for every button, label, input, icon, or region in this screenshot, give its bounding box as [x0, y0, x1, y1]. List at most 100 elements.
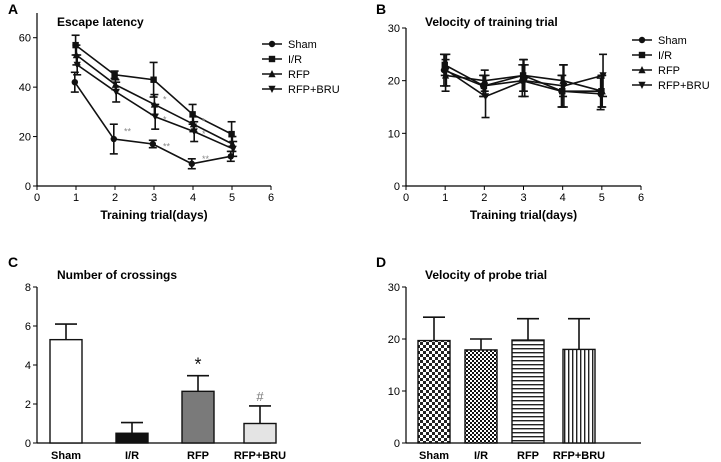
legend-label: Sham [658, 35, 687, 47]
panel-b: B Velocity of training trial 0 10 20 30 0 1 2 3 4 5… [376, 1, 710, 222]
legend-item-rfp-bru: RFP+BRU [262, 84, 340, 96]
x-tick-label: 6 [268, 192, 274, 204]
data-point [149, 140, 156, 148]
x-tick-label: 3 [151, 192, 157, 204]
chart-title: Velocity of probe trial [425, 268, 547, 282]
significance-mark: ** [124, 127, 132, 137]
bar [562, 348, 596, 444]
legend-item-rfp: RFP [262, 69, 310, 81]
legend-marker [638, 81, 646, 89]
y-tick-label: 40 [19, 82, 31, 94]
y-tick-label: 30 [388, 23, 400, 35]
bar [49, 338, 83, 444]
x-tick-label: 0 [34, 192, 40, 204]
panel-a: A Escape latency 0 20 40 60 0 1 2 3 4 5 6 Training tr… [8, 1, 340, 222]
x-tick-label: 2 [112, 192, 118, 204]
bar-group-i-r: I/R [464, 338, 498, 462]
data-point [521, 77, 529, 85]
bar-group-rfp-bru: RFP+BRU [553, 317, 605, 462]
bar-group-rfp: RFP [511, 317, 545, 462]
bar [115, 432, 149, 444]
series-rfp-bru [73, 54, 238, 158]
significance-mark: # [256, 389, 264, 404]
y-tick-label: 0 [25, 181, 31, 193]
x-axis-label: Training trial(days) [470, 208, 577, 222]
bar [417, 339, 451, 444]
x-tick-label: 1 [442, 192, 448, 204]
legend-marker [638, 66, 646, 74]
data-point [190, 128, 198, 136]
bar [464, 349, 498, 444]
y-tick-label: 20 [19, 132, 31, 144]
x-axis-label: Training trial(days) [100, 208, 207, 222]
significance-mark: * [202, 117, 206, 127]
legend-label: Sham [288, 39, 317, 51]
y-tick-label: 30 [388, 282, 400, 294]
legend: Sham I/R RFP RFP+BRU [262, 39, 340, 96]
panel-d: D Velocity of probe trial 0 10 20 30 Sham I/R RF… [376, 254, 641, 462]
series-sham [70, 71, 235, 170]
data-point [110, 135, 118, 143]
bar-group-sham: Sham [417, 316, 451, 462]
data-point [442, 66, 450, 75]
y-tick-label: 20 [388, 334, 400, 346]
bar-group-rfp-bru: RFP+BRU [234, 405, 286, 462]
category-label: I/R [125, 450, 139, 462]
legend-marker [268, 70, 276, 78]
data-point [112, 88, 120, 97]
legend-marker [268, 40, 276, 48]
x-tick-label: 1 [73, 192, 79, 204]
legend-label: RFP+BRU [288, 84, 340, 96]
category-label: Sham [419, 450, 449, 462]
y-tick-label: 0 [394, 181, 400, 193]
data-point [441, 71, 450, 79]
x-tick-label: 3 [520, 192, 526, 204]
significance-mark: * [163, 114, 167, 124]
data-point [229, 145, 237, 153]
panel-letter: D [376, 254, 386, 270]
legend-item-i-r: I/R [632, 50, 672, 62]
bar-group-sham: Sham [49, 323, 83, 462]
panel-letter: A [8, 1, 18, 17]
legend-label: RFP [288, 69, 310, 81]
data-point [560, 82, 568, 90]
legend-marker [268, 85, 276, 93]
data-point [441, 61, 448, 69]
x-tick-label: 4 [560, 192, 566, 204]
bar-group-rfp: RFP [181, 374, 215, 462]
y-tick-label: 2 [25, 399, 31, 411]
data-point [151, 113, 159, 121]
legend-label: RFP [658, 65, 680, 77]
category-label: I/R [474, 450, 488, 462]
legend-marker [638, 51, 646, 59]
significance-mark: * [202, 129, 206, 139]
legend-item-rfp: RFP [632, 65, 680, 77]
chart-title: Velocity of training trial [425, 15, 558, 29]
data-point [228, 130, 235, 138]
y-tick-label: 0 [25, 438, 31, 450]
x-tick-label: 6 [638, 192, 644, 204]
y-tick-label: 10 [388, 128, 400, 140]
chart-title: Number of crossings [57, 268, 177, 282]
legend-label: I/R [288, 54, 302, 66]
category-label: RFP [517, 450, 539, 462]
legend: Sham I/R RFP RFP+BRU [632, 35, 710, 92]
significance-mark: * [194, 355, 201, 375]
category-label: RFP+BRU [553, 450, 605, 462]
panel-letter: B [376, 1, 386, 17]
legend-item-rfp-bru: RFP+BRU [632, 80, 710, 92]
significance-mark: ** [163, 141, 171, 151]
significance-mark: ** [202, 154, 210, 164]
y-tick-label: 8 [25, 282, 31, 294]
panel-letter: C [8, 254, 18, 270]
legend-label: RFP+BRU [658, 80, 710, 92]
bar-group-i-r: I/R [115, 421, 149, 462]
chart-title: Escape latency [57, 15, 144, 29]
y-tick-label: 0 [394, 438, 400, 450]
bar [243, 422, 277, 444]
legend-label: I/R [658, 50, 672, 62]
x-tick-label: 5 [229, 192, 235, 204]
legend-marker [638, 36, 646, 44]
y-tick-label: 6 [25, 321, 31, 333]
